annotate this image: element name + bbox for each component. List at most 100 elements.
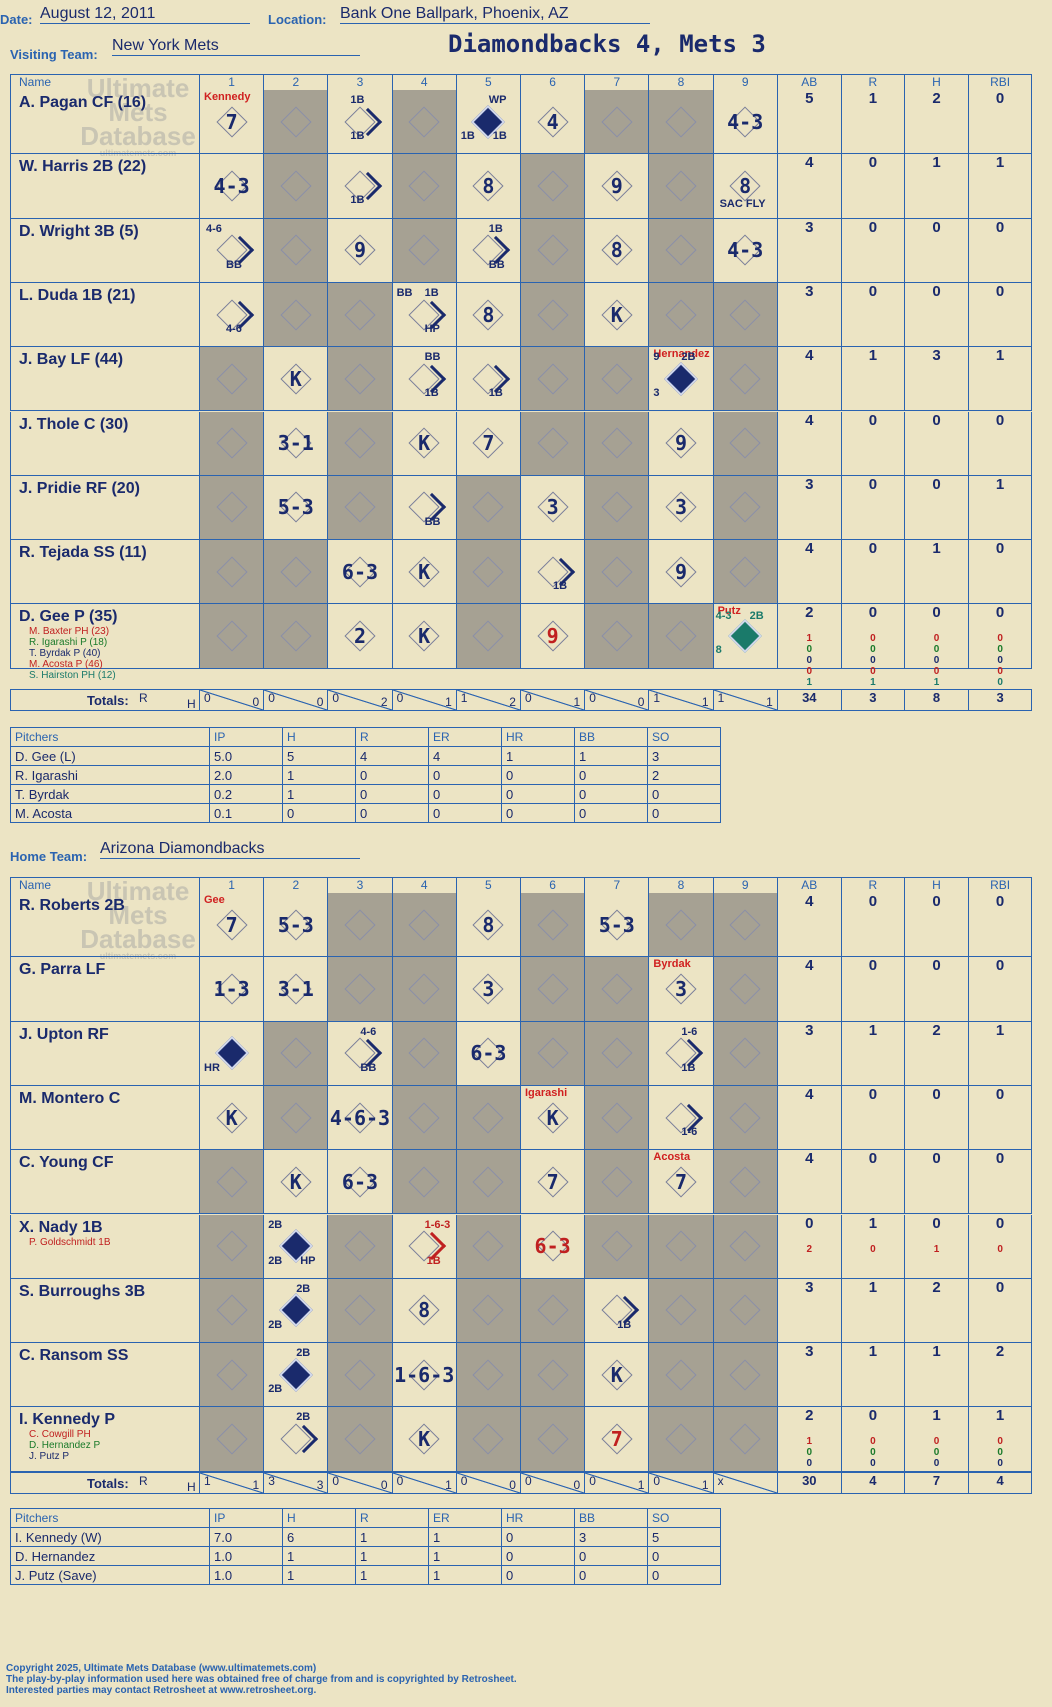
stat-value: 1 — [995, 1407, 1005, 1425]
inning-runs: 0 — [396, 1473, 404, 1488]
pitchers-header-cell: HR — [501, 1508, 575, 1528]
at-bat-cell-inning-3 — [328, 475, 393, 541]
stat-rbi: 1 — [968, 347, 1033, 412]
pitcher-stat-cell: 7.0 — [209, 1527, 283, 1547]
play-result: 9 — [674, 559, 687, 584]
batter-name: J. Pridie RF (20) — [19, 479, 140, 497]
pitcher-stat-cell: 1 — [501, 746, 575, 766]
at-bat-cell-inning-5 — [456, 1407, 521, 1472]
base-diamond — [601, 556, 633, 588]
at-bat-cell-inning-7 — [585, 90, 650, 155]
play-result: K — [289, 1169, 302, 1194]
base-diamond — [472, 1423, 504, 1455]
at-bat-cell-inning-4: K — [392, 604, 457, 669]
totals-rbi: 3 — [968, 688, 1033, 711]
stat-value: 1 — [868, 1021, 878, 1039]
base-diamond — [280, 620, 312, 652]
stat-rbi: 0 — [968, 1085, 1033, 1151]
base-diamond — [665, 1423, 697, 1455]
at-bat-cell-inning-1 — [200, 540, 265, 605]
stat-value: 0 — [932, 1214, 941, 1232]
pitcher-stat-cell: I. Kennedy (W) — [10, 1527, 210, 1547]
base-diamond — [665, 234, 697, 266]
at-bat-cell-inning-5 — [456, 540, 521, 605]
substitute-stat: 0 — [997, 677, 1003, 689]
at-bat-cell-inning-3: 6-3 — [328, 1150, 393, 1215]
stat-h: 1 — [905, 1343, 969, 1408]
at-bat-cell-inning-8: 3 — [649, 475, 714, 541]
stat-value: 0 — [932, 1150, 941, 1168]
base-diamond — [537, 909, 569, 941]
stat-ab: 4 — [778, 154, 842, 219]
stat-rbi: 0 — [968, 893, 1033, 958]
base-diamond — [408, 1101, 440, 1134]
substitute-stat: 0 — [806, 1447, 813, 1459]
play-note: BB — [226, 258, 242, 271]
stat-value: 0 — [995, 1214, 1005, 1232]
at-bat-cell-inning-2: 2B — [264, 1407, 329, 1472]
play-result: 9 — [674, 431, 687, 456]
stat-value: 1 — [995, 154, 1005, 172]
base-diamond — [729, 973, 761, 1005]
stat-r: 1 — [841, 1343, 906, 1408]
substitute-stat: 2 — [806, 1243, 813, 1255]
at-bat-cell-inning-8 — [649, 282, 714, 348]
base-diamond — [537, 973, 569, 1005]
batter-cell: D. Gee P (35) M. Baxter PH (23) R. Igarash… — [10, 604, 200, 681]
pitcher-stat-cell: 3 — [647, 746, 721, 766]
substitute-stat: 0 — [933, 644, 940, 656]
play-result: K — [418, 624, 431, 649]
stat-value: 2 — [932, 90, 941, 107]
base-diamond — [537, 1423, 569, 1455]
base-diamond — [216, 363, 248, 395]
stat-ab: 4 — [778, 411, 842, 476]
base-diamond — [472, 1230, 504, 1262]
at-bat-cell-inning-5 — [456, 1343, 521, 1408]
batter-name: D. Wright 3B (5) — [19, 222, 139, 240]
substitute-stat: 1 — [933, 1243, 940, 1255]
pitchers-header-cell: SO — [647, 1508, 721, 1528]
inning-hits: 0 — [316, 694, 324, 709]
at-bat-cell-inning-4: K — [392, 411, 457, 476]
play-note: 2B — [296, 1411, 311, 1424]
col-header-inning-9: 9 — [713, 74, 778, 90]
stat-value: 3 — [805, 475, 814, 493]
at-bat-cell-inning-6 — [521, 154, 586, 219]
at-bat-cell-inning-7 — [585, 957, 650, 1022]
at-bat-cell-inning-5 — [456, 1278, 521, 1344]
stat-value: 0 — [995, 604, 1005, 622]
at-bat-cell-inning-5 — [456, 475, 521, 541]
at-bat-cell-inning-2: 2B 2B HP — [264, 1214, 329, 1279]
at-bat-cell-inning-6 — [521, 893, 586, 958]
base-diamond — [216, 1230, 248, 1262]
at-bat-cell-inning-8 — [649, 1214, 714, 1279]
at-bat-cell-inning-7 — [585, 1214, 650, 1279]
col-header-h: H — [905, 74, 969, 90]
home-team-value: Arizona Diamondbacks — [100, 840, 360, 859]
base-diamond — [216, 427, 248, 459]
watermark-text: Database — [80, 924, 196, 954]
at-bat-cell-inning-5 — [456, 1150, 521, 1215]
substitute-stat: 0 — [997, 633, 1003, 645]
col-header-r: R — [841, 877, 906, 893]
batter-name: L. Duda 1B (21) — [19, 286, 136, 304]
base-diamond — [344, 298, 376, 331]
inning-runs: 0 — [653, 1473, 661, 1488]
stat-value: 0 — [995, 411, 1005, 429]
stat-ab: 3 — [778, 1021, 842, 1086]
base-diamond — [280, 556, 312, 588]
play-result: 4-6-3 — [329, 1105, 391, 1130]
stat-rbi: 0 — [968, 282, 1033, 348]
at-bat-cell-inning-5: 8 — [456, 893, 521, 958]
stat-value: 1 — [932, 1407, 941, 1425]
batter-name: C. Young CF — [19, 1154, 114, 1172]
col-header-ab: AB — [778, 74, 842, 90]
base-diamond — [344, 1230, 376, 1262]
